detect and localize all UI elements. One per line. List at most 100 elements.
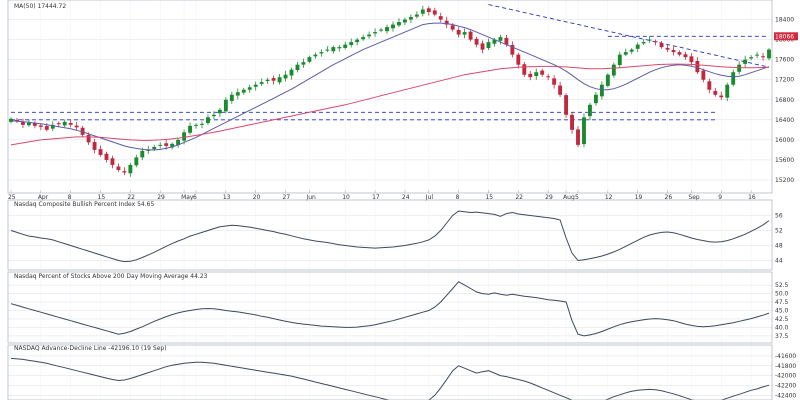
bullish-percent-legend: Nasdaq Composite Bullish Percent Index 5…: [14, 201, 154, 208]
candle-body: [635, 44, 640, 49]
indicator-y-tick: 47.5: [775, 299, 789, 306]
candle-body: [480, 43, 485, 50]
candle-body: [188, 125, 192, 133]
candle-body: [116, 166, 121, 170]
candle-body: [713, 90, 718, 95]
candle-body: [438, 16, 443, 20]
candle-body: [540, 70, 545, 75]
candle-body: [277, 77, 282, 83]
candle-body: [301, 62, 306, 65]
candle-body: [426, 8, 431, 13]
candle-body: [128, 164, 133, 174]
pane-frames: [7, 0, 773, 400]
price-x-tick: 22: [127, 194, 135, 201]
candle-body: [761, 56, 765, 58]
price-x-tick: Aug: [563, 194, 575, 201]
candle-body: [319, 52, 324, 54]
pane-frame: [7, 0, 773, 194]
candle-body: [86, 134, 91, 143]
candle-body: [665, 47, 670, 50]
candle-body: [9, 118, 13, 122]
price-x-tick: May: [181, 194, 194, 201]
price-x-tick: Apr: [38, 194, 49, 201]
candle-body: [385, 27, 389, 32]
candle-body: [677, 52, 682, 55]
price-candles: [9, 5, 771, 177]
candle-body: [170, 143, 175, 148]
candle-body: [576, 129, 580, 145]
candle-body: [271, 78, 276, 81]
candle-body: [408, 17, 413, 20]
candle-body: [593, 94, 598, 104]
candle-body: [361, 37, 366, 40]
ma50-line: [10, 63, 770, 146]
candle-body: [546, 76, 551, 78]
price-value-tag: [774, 32, 798, 41]
advance-decline-legend: NASDAQ Advance-Decline Line -42196.10 (1…: [14, 345, 167, 352]
candle-body: [241, 89, 246, 93]
price-trendlines: [10, 4, 770, 121]
price-x-tick: 29: [157, 194, 165, 201]
candle-body: [206, 117, 210, 124]
bullish-percent-pane: 56 52 48 44 Nasdaq Composite Bullish Percen…: [8, 200, 783, 270]
candle-body: [683, 54, 688, 58]
price-x-tick: Sep: [688, 194, 700, 201]
price-x-tick: 17: [372, 194, 380, 201]
candle-body: [397, 22, 401, 26]
candle-body: [379, 29, 383, 31]
indicator-y-tick: 50.0: [775, 291, 789, 298]
candle-body: [74, 125, 79, 128]
candle-body: [588, 104, 592, 117]
candle-body: [749, 57, 754, 59]
candle-body: [247, 87, 252, 90]
bullish-percent-y-axis: 56 52 48 44: [775, 213, 783, 265]
candle-body: [570, 114, 574, 130]
candle-body: [468, 31, 473, 40]
candle-body: [373, 32, 378, 34]
candle-body: [719, 95, 724, 98]
candle-body: [295, 64, 300, 71]
pct-above-200dma-legend: Nasdaq Percent of Stocks Above 200 Day M…: [14, 273, 208, 280]
candle-body: [391, 24, 395, 29]
candle-body: [653, 41, 658, 43]
candle-body: [402, 19, 407, 23]
candle-body: [504, 37, 509, 45]
bullish-percent-line: [10, 210, 770, 263]
price-y-tick: 15200: [775, 177, 794, 184]
price-y-tick: 17200: [775, 77, 794, 84]
candle-body: [253, 84, 258, 87]
candle-body: [152, 146, 157, 150]
candle-body: [725, 84, 730, 98]
candle-body: [68, 123, 73, 125]
candle-body: [737, 64, 742, 72]
price-y-tick: 15600: [775, 157, 794, 164]
indicator-y-tick: -42200: [775, 382, 796, 389]
candle-body: [32, 122, 37, 126]
price-x-tick: 13: [223, 194, 231, 201]
candle-body: [444, 20, 449, 25]
candle-body: [92, 141, 97, 150]
price-x-tick: 6: [193, 194, 197, 201]
indicator-y-tick: -41600: [775, 353, 796, 360]
candle-body: [223, 99, 228, 112]
candle-body: [229, 94, 234, 101]
candle-body: [217, 109, 222, 114]
trendline-downtrend: [488, 4, 770, 68]
candle-body: [564, 95, 569, 115]
price-x-tick: Jul: [425, 194, 434, 201]
candle-body: [462, 32, 467, 35]
candle-body: [534, 72, 539, 76]
candle-body: [104, 153, 109, 160]
candle-body: [26, 122, 31, 126]
price-x-tick: 19: [635, 194, 643, 201]
candle-body: [528, 73, 533, 78]
candle-body: [367, 34, 372, 37]
pct-above-200dma-pane: 52.5 50.047.5 45.042.540.0 37.5 Nasdaq Perc…: [8, 272, 789, 343]
candle-body: [259, 82, 264, 84]
candle-body: [486, 42, 491, 49]
candle-body: [414, 14, 419, 17]
candle-body: [671, 50, 676, 53]
candle-body: [56, 123, 61, 125]
price-y-axis: 1840018000176001720016800164001600015600…: [774, 17, 798, 184]
price-x-tick: 8: [456, 194, 460, 201]
